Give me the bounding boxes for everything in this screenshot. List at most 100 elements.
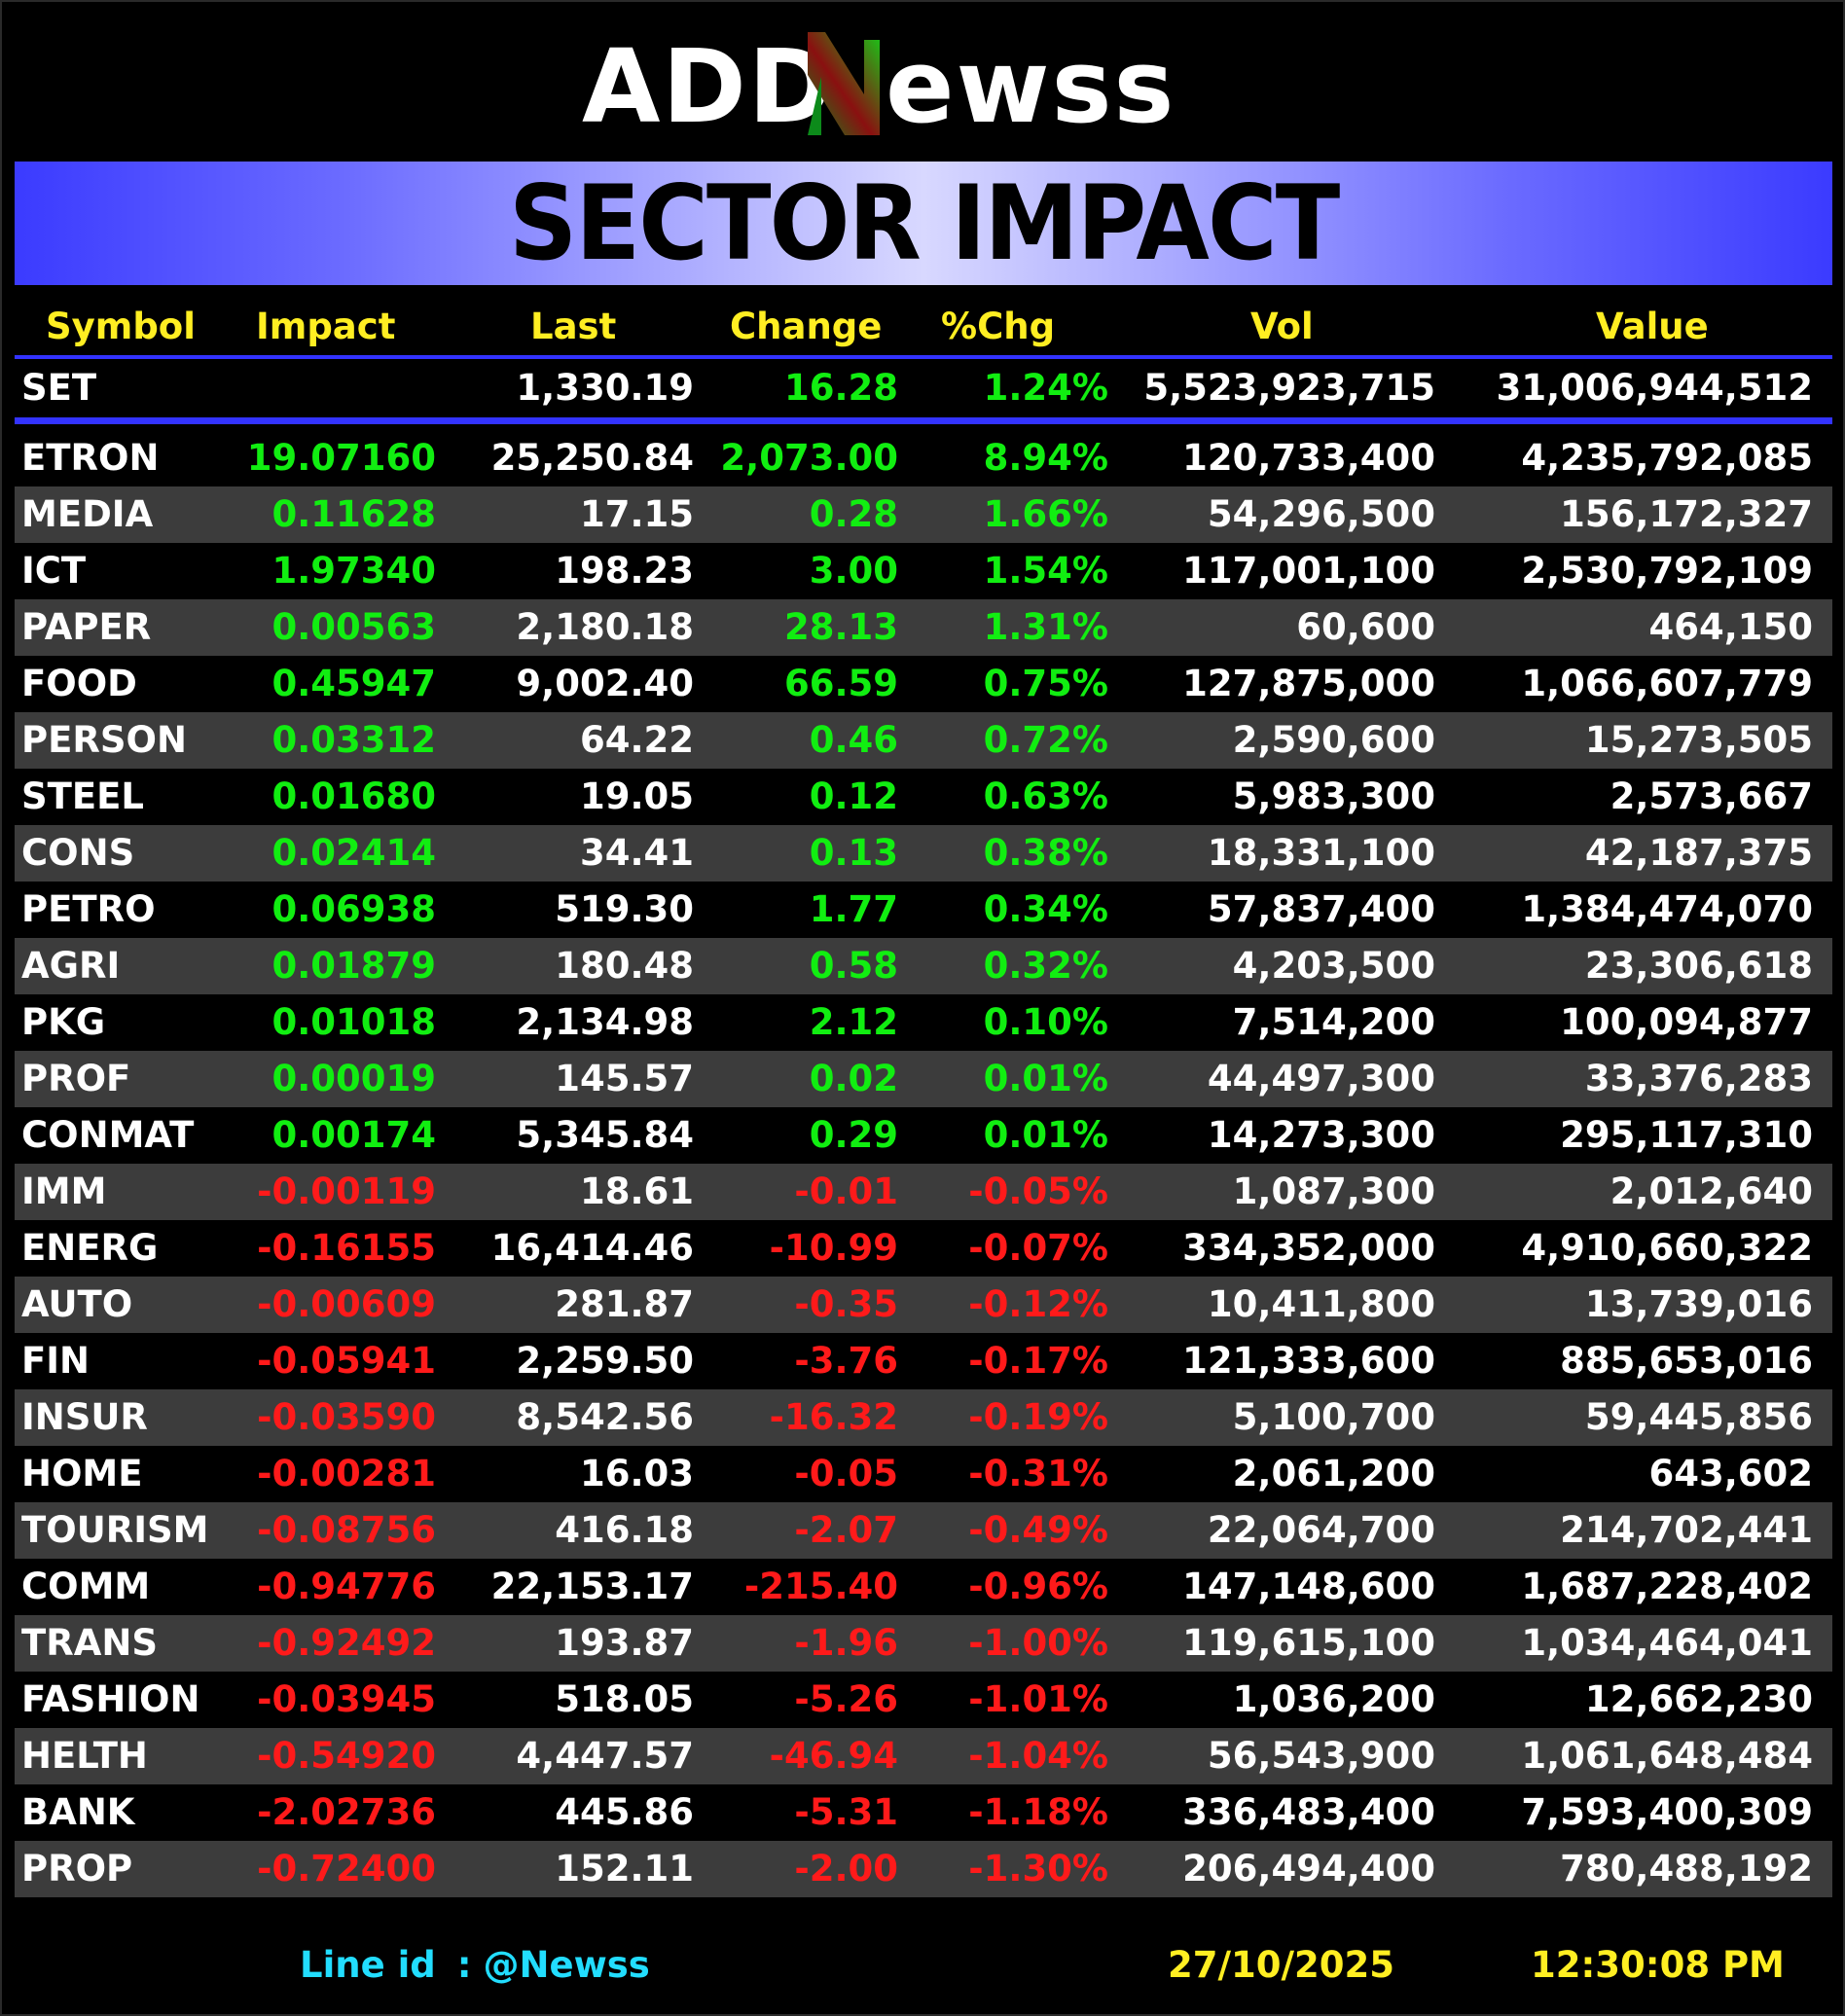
table-row: IMM -0.00119 18.61 -0.01 -0.05% 1,087,300 2,01… (15, 1164, 1832, 1220)
row-last: 519.30 (555, 888, 694, 930)
row-volume: 121,333,600 (1182, 1340, 1435, 1382)
row-symbol: FASHION (21, 1678, 200, 1720)
row-change: 0.12 (809, 775, 898, 817)
row-pct-change: -0.17% (968, 1340, 1108, 1382)
row-symbol: AGRI (21, 945, 121, 987)
row-impact: -0.00609 (257, 1283, 436, 1325)
row-pct-change: -0.96% (968, 1566, 1108, 1607)
row-symbol: MEDIA (21, 493, 154, 535)
row-volume: 206,494,400 (1182, 1848, 1435, 1890)
row-pct-change: 0.38% (983, 832, 1108, 874)
row-value: 42,187,375 (1584, 832, 1813, 874)
row-last: 2,134.98 (516, 1001, 694, 1043)
sector-impact-table: Symbol Impact Last Change %Chg Vol Value… (15, 299, 1832, 1897)
row-change: -2.00 (794, 1848, 898, 1890)
row-value: 2,530,792,109 (1521, 550, 1813, 592)
row-value: 15,273,505 (1584, 719, 1813, 761)
row-volume: 119,615,100 (1182, 1622, 1435, 1664)
row-pct-change: -1.18% (968, 1791, 1108, 1833)
row-value: 643,602 (1648, 1453, 1813, 1494)
report-time: 12:30:08 PM (1531, 1944, 1785, 1986)
row-pct-change: 0.72% (983, 719, 1108, 761)
row-pct-change: -0.49% (968, 1509, 1108, 1551)
row-symbol: COMM (21, 1566, 151, 1607)
row-value: 1,687,228,402 (1521, 1566, 1813, 1607)
row-impact: 19.07160 (246, 437, 436, 479)
row-symbol: INSUR (21, 1396, 148, 1438)
row-volume: 1,036,200 (1232, 1678, 1435, 1720)
table-row: HOME -0.00281 16.03 -0.05 -0.31% 2,061,200 643… (15, 1446, 1832, 1502)
index-value: 31,006,944,512 (1496, 367, 1813, 409)
row-value: 1,061,648,484 (1521, 1735, 1813, 1777)
row-value: 1,066,607,779 (1521, 663, 1813, 704)
row-value: 4,235,792,085 (1521, 437, 1813, 479)
line-id-separator: : (456, 1944, 472, 1986)
table-row: ENERG -0.16155 16,414.46 -10.99 -0.07% 334,35… (15, 1220, 1832, 1277)
table-row: TRANS -0.92492 193.87 -1.96 -1.00% 119,615,10… (15, 1615, 1832, 1672)
row-pct-change: -0.05% (968, 1170, 1108, 1212)
header-volume: Vol (1250, 306, 1314, 347)
row-volume: 57,837,400 (1207, 888, 1435, 930)
table-row: BANK -2.02736 445.86 -5.31 -1.18% 336,483,400… (15, 1784, 1832, 1841)
row-symbol: FIN (21, 1340, 90, 1382)
row-symbol: AUTO (21, 1283, 133, 1325)
row-change: -1.96 (794, 1622, 898, 1664)
row-pct-change: 0.32% (983, 945, 1108, 987)
row-impact: -0.08756 (257, 1509, 436, 1551)
table-row: CONMAT 0.00174 5,345.84 0.29 0.01% 14,273,300… (15, 1107, 1832, 1164)
row-pct-change: -1.04% (968, 1735, 1108, 1777)
row-volume: 5,100,700 (1232, 1396, 1435, 1438)
row-impact: 0.00563 (271, 606, 436, 648)
row-symbol: BANK (21, 1791, 135, 1833)
row-value: 464,150 (1648, 606, 1813, 648)
row-pct-change: 1.31% (983, 606, 1108, 648)
table-row: ICT 1.97340 198.23 3.00 1.54% 117,001,100 2,53… (15, 543, 1832, 599)
row-pct-change: 1.66% (983, 493, 1108, 535)
row-pct-change: 0.34% (983, 888, 1108, 930)
table-row: PAPER 0.00563 2,180.18 28.13 1.31% 60,600 464,… (15, 599, 1832, 656)
row-last: 17.15 (579, 493, 694, 535)
header-divider (15, 355, 1832, 359)
row-change: -46.94 (769, 1735, 898, 1777)
row-change: 3.00 (809, 550, 898, 592)
report-date: 27/10/2025 (1168, 1944, 1394, 1986)
row-impact: -0.54920 (257, 1735, 436, 1777)
table-row: COMM -0.94776 22,153.17 -215.40 -0.96% 147,14… (15, 1559, 1832, 1615)
row-symbol: PKG (21, 1001, 106, 1043)
header-symbol: Symbol (46, 306, 196, 347)
row-impact: -0.00281 (257, 1453, 436, 1494)
row-value: 4,910,660,322 (1521, 1227, 1813, 1269)
row-volume: 334,352,000 (1182, 1227, 1435, 1269)
table-row: FASHION -0.03945 518.05 -5.26 -1.01% 1,036,20… (15, 1672, 1832, 1728)
row-change: 0.46 (809, 719, 898, 761)
row-pct-change: -0.12% (968, 1283, 1108, 1325)
row-volume: 120,733,400 (1182, 437, 1435, 479)
row-impact: 0.01680 (271, 775, 436, 817)
row-last: 518.05 (555, 1678, 694, 1720)
row-value: 1,034,464,041 (1521, 1622, 1813, 1664)
table-row: TOURISM -0.08756 416.18 -2.07 -0.49% 22,064,7… (15, 1502, 1832, 1559)
row-value: 780,488,192 (1560, 1848, 1813, 1890)
row-volume: 2,590,600 (1232, 719, 1435, 761)
row-last: 416.18 (555, 1509, 694, 1551)
table-row: ETRON 19.07160 25,250.84 2,073.00 8.94% 120,7… (15, 430, 1832, 486)
index-volume: 5,523,923,715 (1143, 367, 1435, 409)
row-last: 180.48 (555, 945, 694, 987)
row-value: 214,702,441 (1560, 1509, 1813, 1551)
table-row: PROP -0.72400 152.11 -2.00 -1.30% 206,494,400… (15, 1841, 1832, 1897)
row-last: 8,542.56 (516, 1396, 694, 1438)
row-symbol: PERSON (21, 719, 187, 761)
row-value: 885,653,016 (1560, 1340, 1813, 1382)
header-pct-change: %Chg (941, 306, 1056, 347)
row-volume: 54,296,500 (1207, 493, 1435, 535)
line-id: Line id: @Newss (300, 1944, 650, 1987)
header-impact: Impact (256, 306, 396, 347)
row-volume: 1,087,300 (1232, 1170, 1435, 1212)
row-value: 2,573,667 (1610, 775, 1813, 817)
row-volume: 2,061,200 (1232, 1453, 1435, 1494)
row-change: -16.32 (769, 1396, 898, 1438)
row-change: 1.77 (809, 888, 898, 930)
row-pct-change: -0.31% (968, 1453, 1108, 1494)
row-impact: -0.72400 (257, 1848, 436, 1890)
row-pct-change: 0.75% (983, 663, 1108, 704)
